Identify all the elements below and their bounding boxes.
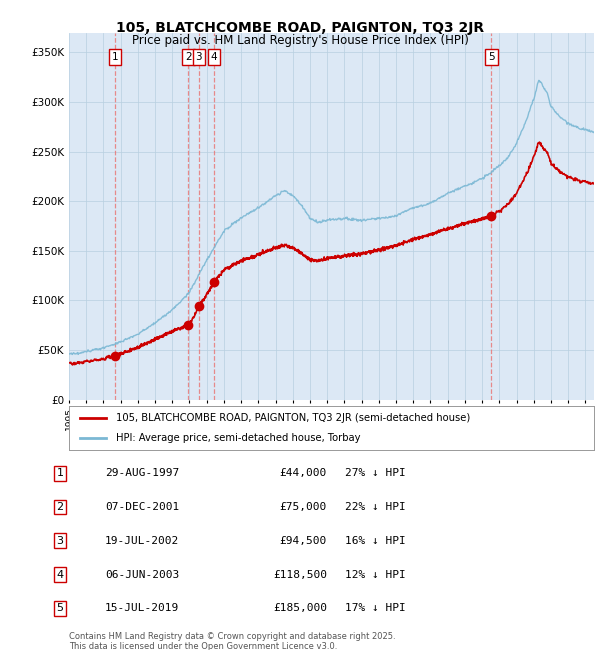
Text: 07-DEC-2001: 07-DEC-2001 bbox=[105, 502, 179, 512]
Text: £44,000: £44,000 bbox=[280, 468, 327, 478]
Text: £94,500: £94,500 bbox=[280, 536, 327, 546]
Text: 17% ↓ HPI: 17% ↓ HPI bbox=[345, 603, 406, 614]
Text: 5: 5 bbox=[56, 603, 64, 614]
Text: 1: 1 bbox=[56, 468, 64, 478]
Text: This data is licensed under the Open Government Licence v3.0.: This data is licensed under the Open Gov… bbox=[69, 642, 337, 650]
Text: 5: 5 bbox=[488, 52, 495, 62]
Text: Contains HM Land Registry data © Crown copyright and database right 2025.: Contains HM Land Registry data © Crown c… bbox=[69, 632, 395, 641]
Text: 2: 2 bbox=[56, 502, 64, 512]
Text: 29-AUG-1997: 29-AUG-1997 bbox=[105, 468, 179, 478]
Text: Price paid vs. HM Land Registry's House Price Index (HPI): Price paid vs. HM Land Registry's House … bbox=[131, 34, 469, 47]
Text: 06-JUN-2003: 06-JUN-2003 bbox=[105, 569, 179, 580]
Text: 105, BLATCHCOMBE ROAD, PAIGNTON, TQ3 2JR: 105, BLATCHCOMBE ROAD, PAIGNTON, TQ3 2JR bbox=[116, 21, 484, 35]
Text: 12% ↓ HPI: 12% ↓ HPI bbox=[345, 569, 406, 580]
Text: 3: 3 bbox=[196, 52, 202, 62]
Text: 1: 1 bbox=[112, 52, 118, 62]
Text: £185,000: £185,000 bbox=[273, 603, 327, 614]
Text: 2: 2 bbox=[185, 52, 191, 62]
Text: 4: 4 bbox=[56, 569, 64, 580]
Text: 27% ↓ HPI: 27% ↓ HPI bbox=[345, 468, 406, 478]
Text: 16% ↓ HPI: 16% ↓ HPI bbox=[345, 536, 406, 546]
Text: 19-JUL-2002: 19-JUL-2002 bbox=[105, 536, 179, 546]
Text: £118,500: £118,500 bbox=[273, 569, 327, 580]
Text: £75,000: £75,000 bbox=[280, 502, 327, 512]
Text: HPI: Average price, semi-detached house, Torbay: HPI: Average price, semi-detached house,… bbox=[116, 433, 361, 443]
Text: 15-JUL-2019: 15-JUL-2019 bbox=[105, 603, 179, 614]
Text: 4: 4 bbox=[211, 52, 217, 62]
Text: 22% ↓ HPI: 22% ↓ HPI bbox=[345, 502, 406, 512]
Text: 105, BLATCHCOMBE ROAD, PAIGNTON, TQ3 2JR (semi-detached house): 105, BLATCHCOMBE ROAD, PAIGNTON, TQ3 2JR… bbox=[116, 413, 470, 422]
Text: 3: 3 bbox=[56, 536, 64, 546]
